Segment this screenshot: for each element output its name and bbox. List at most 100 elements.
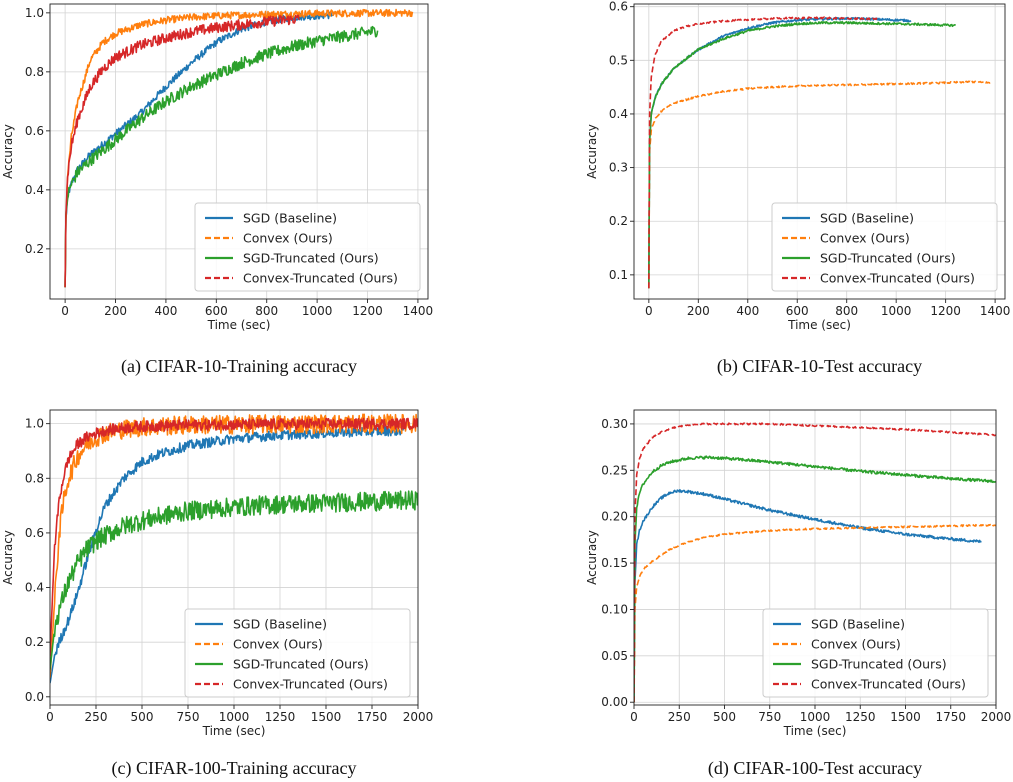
x-tick-label: 1400 [980, 304, 1011, 318]
x-tick-label: 1200 [930, 304, 961, 318]
panel-caption: (a) CIFAR-10-Training accuracy [121, 356, 357, 377]
x-tick-label: 800 [255, 304, 278, 318]
x-tick-label: 1000 [800, 710, 831, 724]
x-axis-label: Time (sec) [787, 318, 851, 332]
x-tick-label: 600 [786, 304, 809, 318]
y-tick-label: 0.4 [25, 183, 44, 197]
x-tick-label: 500 [713, 710, 736, 724]
x-tick-label: 2000 [981, 710, 1012, 724]
legend-label: SGD-Truncated (Ours) [820, 251, 956, 266]
y-tick-label: 0.20 [601, 510, 628, 524]
series-line-convex-trunc [647, 16, 880, 289]
x-axis-label: Time (sec) [783, 724, 847, 738]
legend-label: Convex (Ours) [820, 231, 910, 246]
x-tick-label: 1000 [881, 304, 912, 318]
x-tick-label: 1400 [403, 304, 434, 318]
x-tick-label: 0 [630, 710, 638, 724]
legend-label: SGD (Baseline) [243, 211, 337, 226]
y-tick-label: 0.1 [609, 268, 628, 282]
y-tick-label: 0.4 [609, 107, 628, 121]
y-tick-label: 0.0 [25, 690, 44, 704]
y-tick-label: 0.8 [25, 65, 44, 79]
panel-caption: (d) CIFAR-100-Test accuracy [708, 758, 922, 779]
x-tick-label: 400 [736, 304, 759, 318]
legend-label: SGD (Baseline) [820, 211, 914, 226]
panel-caption: (b) CIFAR-10-Test accuracy [717, 356, 922, 377]
chart-panel-1: 0 200 400 600 800 1000 1200 1400 0.2 0.4 0.6 0.8 1.0… [1, 3, 434, 377]
y-tick-label: 0.6 [609, 0, 628, 14]
series-line-convex-trunc [50, 417, 418, 656]
chart-panel-2: 0 200 400 600 800 1000 1200 1400 0.1 0.2 0.3 0.4 0.5… [585, 0, 1010, 377]
legend-box [194, 202, 421, 292]
x-tick-label: 0 [645, 304, 653, 318]
series-line-sgd [64, 11, 333, 288]
legend-label: SGD-Truncated (Ours) [811, 657, 947, 672]
legend-label: SGD (Baseline) [811, 617, 905, 632]
legend-box [184, 608, 411, 698]
plot-frame [633, 3, 1006, 300]
series-line-sgd-trunc [64, 25, 379, 288]
series-line-convex-trunc [64, 14, 300, 288]
y-tick-label: 1.0 [25, 6, 44, 20]
legend-label: Convex (Ours) [233, 637, 323, 652]
y-tick-label: 0.8 [25, 471, 44, 485]
y-tick-label: 0.15 [601, 556, 628, 570]
series-line-convex [64, 8, 414, 288]
legend-label: Convex (Ours) [243, 231, 333, 246]
x-tick-label: 600 [205, 304, 228, 318]
y-tick-label: 1.0 [25, 417, 44, 431]
legend-label: SGD (Baseline) [233, 617, 327, 632]
series-line-convex [648, 80, 991, 289]
x-axis-label: Time (sec) [202, 724, 266, 738]
y-tick-label: 0.2 [609, 214, 628, 228]
y-axis-label: Accuracy [1, 530, 15, 585]
series-line-convex [634, 523, 996, 703]
legend-box [762, 608, 989, 698]
x-tick-label: 1250 [265, 710, 296, 724]
series-line-convex-trunc [634, 422, 996, 703]
legend: SGD (Baseline) Convex (Ours) SGD-Truncated… [184, 608, 411, 698]
x-tick-label: 400 [154, 304, 177, 318]
legend-box [771, 202, 998, 292]
y-tick-label: 0.25 [601, 463, 628, 477]
y-tick-label: 0.10 [601, 602, 628, 616]
y-axis-label: Accuracy [585, 124, 599, 179]
x-tick-label: 2000 [403, 710, 434, 724]
y-tick-label: 0.30 [601, 417, 628, 431]
y-tick-label: 0.3 [609, 161, 628, 175]
legend-label: Convex-Truncated (Ours) [811, 677, 966, 692]
y-tick-label: 0.00 [601, 695, 628, 709]
legend-label: Convex-Truncated (Ours) [243, 271, 398, 286]
y-tick-label: 0.6 [25, 526, 44, 540]
x-tick-label: 250 [668, 710, 691, 724]
y-tick-label: 0.5 [609, 53, 628, 67]
x-tick-label: 0 [46, 710, 54, 724]
legend-label: Convex-Truncated (Ours) [233, 677, 388, 692]
series-line-sgd-trunc [634, 455, 996, 703]
y-tick-label: 0.4 [25, 581, 44, 595]
x-tick-label: 250 [85, 710, 108, 724]
y-tick-label: 0.05 [601, 649, 628, 663]
y-tick-label: 0.6 [25, 124, 44, 138]
x-tick-label: 1000 [302, 304, 333, 318]
legend: SGD (Baseline) Convex (Ours) SGD-Truncated… [762, 608, 989, 698]
series-line-sgd [50, 425, 405, 684]
legend: SGD (Baseline) Convex (Ours) SGD-Truncated… [771, 202, 998, 292]
x-axis-label: Time (sec) [207, 318, 271, 332]
series-line-sgd-trunc [50, 490, 418, 670]
series-line-sgd-trunc [647, 20, 957, 289]
legend-label: Convex-Truncated (Ours) [820, 271, 975, 286]
x-tick-label: 1500 [311, 710, 342, 724]
legend: SGD (Baseline) Convex (Ours) SGD-Truncated… [194, 202, 421, 292]
x-tick-label: 750 [758, 710, 781, 724]
x-tick-label: 500 [131, 710, 154, 724]
x-tick-label: 1750 [935, 710, 966, 724]
panel-caption: (c) CIFAR-100-Training accuracy [112, 758, 357, 779]
x-tick-label: 200 [104, 304, 127, 318]
chart-panel-3: 0 250 500 750 1000 1250 1500 1750 2000 0.0 0.2 0.4 0… [1, 409, 434, 779]
legend-label: Convex (Ours) [811, 637, 901, 652]
y-tick-label: 0.2 [25, 635, 44, 649]
y-axis-label: Accuracy [585, 530, 599, 585]
x-tick-label: 750 [177, 710, 200, 724]
